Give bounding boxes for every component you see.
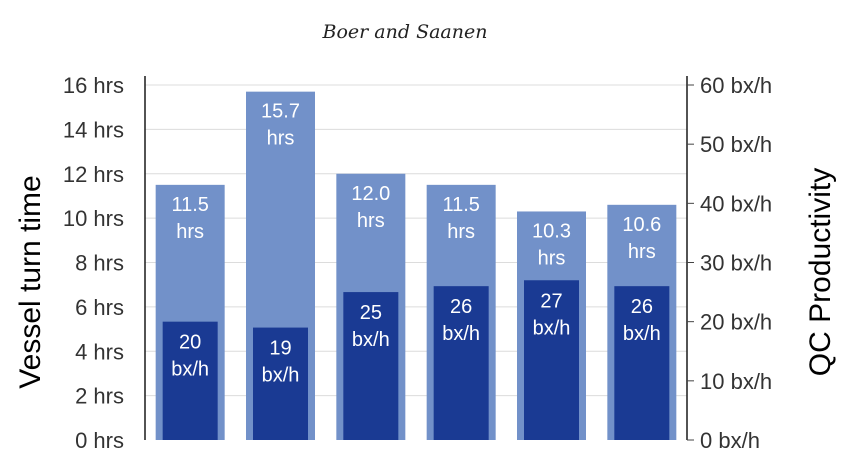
productivity-bar bbox=[614, 286, 670, 440]
turn-time-value-label: 12.0 bbox=[351, 183, 390, 205]
right-tick-label: 30 bx/h bbox=[700, 251, 772, 276]
left-tick-label: 2 hrs bbox=[75, 384, 124, 409]
turn-time-unit-label: hrs bbox=[447, 221, 475, 243]
turn-time-value-label: 11.5 bbox=[171, 194, 208, 216]
left-tick-label: 14 hrs bbox=[63, 117, 124, 142]
right-axis-title: QC Productivity bbox=[804, 168, 837, 376]
productivity-value-label: 25 bbox=[360, 302, 382, 324]
left-tick-label: 8 hrs bbox=[75, 251, 124, 276]
turn-time-value-label: 10.6 bbox=[622, 214, 661, 236]
productivity-bar bbox=[162, 321, 218, 440]
productivity-unit-label: bx/h bbox=[623, 323, 661, 345]
left-tick-label: 12 hrs bbox=[63, 162, 124, 187]
turn-time-unit-label: hrs bbox=[176, 221, 204, 243]
productivity-bar bbox=[433, 286, 489, 440]
right-tick-label: 10 bx/h bbox=[700, 369, 772, 394]
chart-title: Boer and Saanen bbox=[322, 21, 488, 43]
left-tick-label: 10 hrs bbox=[63, 206, 124, 231]
turn-time-value-label: 15.7 bbox=[261, 101, 300, 123]
right-tick-label: 0 bx/h bbox=[700, 428, 760, 453]
productivity-value-label: 26 bbox=[450, 296, 472, 318]
right-axis-ticks: 0 bx/h 10 bx/h 20 bx/h 30 bx/h 40 bx/h 50 bx/… bbox=[687, 73, 772, 453]
productivity-bar bbox=[343, 292, 399, 440]
productivity-unit-label: bx/h bbox=[171, 359, 209, 381]
bar-labels: 11.5 hrs 20 bx/h 15.7 hrs 19 bx/h 12.0 hrs 25 bx/h 1… bbox=[171, 101, 661, 387]
turn-time-unit-label: hrs bbox=[628, 241, 656, 263]
left-tick-label: 6 hrs bbox=[75, 295, 124, 320]
grid bbox=[145, 84, 687, 397]
right-tick-label: 50 bx/h bbox=[700, 132, 772, 157]
productivity-unit-label: bx/h bbox=[442, 323, 480, 345]
left-axis-ticks: 0 hrs 2 hrs 4 hrs 6 hrs 8 hrs 10 hrs 12 hrs 14 … bbox=[63, 73, 124, 453]
right-tick-label: 20 bx/h bbox=[700, 310, 772, 335]
left-tick-label: 4 hrs bbox=[75, 339, 124, 364]
productivity-value-label: 20 bbox=[179, 332, 201, 354]
left-axis-title: Vessel turn time bbox=[14, 175, 47, 388]
axes bbox=[144, 76, 688, 440]
bars bbox=[155, 91, 677, 440]
right-tick-label: 40 bx/h bbox=[700, 191, 772, 216]
productivity-value-label: 26 bbox=[631, 296, 653, 318]
productivity-value-label: 27 bbox=[540, 290, 562, 312]
productivity-unit-label: bx/h bbox=[262, 365, 300, 387]
productivity-unit-label: bx/h bbox=[533, 317, 571, 339]
productivity-bar bbox=[524, 280, 579, 440]
left-tick-label: 16 hrs bbox=[63, 73, 124, 98]
turn-time-unit-label: hrs bbox=[267, 128, 295, 150]
right-tick-label: 60 bx/h bbox=[700, 73, 772, 98]
turn-time-unit-label: hrs bbox=[357, 210, 385, 232]
productivity-bar bbox=[253, 327, 308, 440]
productivity-unit-label: bx/h bbox=[352, 329, 390, 351]
turn-time-unit-label: hrs bbox=[538, 247, 566, 269]
turn-time-value-label: 11.5 bbox=[442, 194, 479, 216]
turn-time-value-label: 10.3 bbox=[532, 220, 571, 242]
left-tick-label: 0 hrs bbox=[75, 428, 124, 453]
productivity-value-label: 19 bbox=[269, 338, 291, 360]
